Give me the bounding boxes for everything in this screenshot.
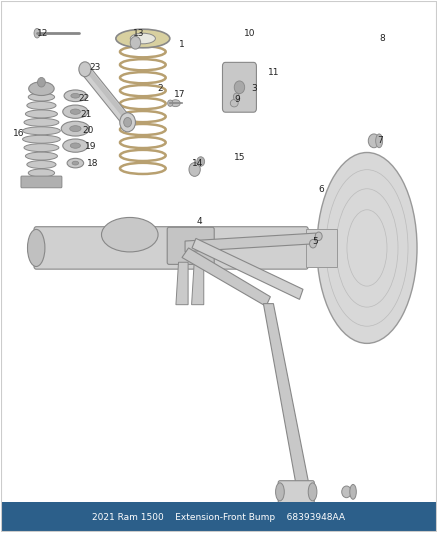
Ellipse shape <box>130 33 155 44</box>
Ellipse shape <box>28 93 55 101</box>
Ellipse shape <box>120 113 135 132</box>
FancyBboxPatch shape <box>1 503 437 531</box>
Text: 18: 18 <box>87 159 99 167</box>
Ellipse shape <box>25 110 57 118</box>
Ellipse shape <box>63 139 88 152</box>
Ellipse shape <box>130 36 141 49</box>
Ellipse shape <box>67 158 84 168</box>
Ellipse shape <box>34 28 40 38</box>
Polygon shape <box>263 304 311 492</box>
Text: 15: 15 <box>234 154 246 163</box>
Text: 19: 19 <box>85 142 96 151</box>
FancyBboxPatch shape <box>306 229 336 266</box>
FancyBboxPatch shape <box>167 227 214 264</box>
FancyBboxPatch shape <box>223 62 256 112</box>
Ellipse shape <box>64 90 87 102</box>
Ellipse shape <box>71 93 80 98</box>
Ellipse shape <box>71 109 81 114</box>
Ellipse shape <box>25 152 57 160</box>
Polygon shape <box>182 248 270 306</box>
Ellipse shape <box>317 152 417 343</box>
Ellipse shape <box>102 217 158 252</box>
Ellipse shape <box>24 118 59 126</box>
Ellipse shape <box>276 483 284 501</box>
Ellipse shape <box>27 160 56 168</box>
Text: 7: 7 <box>377 136 383 145</box>
Ellipse shape <box>342 486 351 498</box>
Text: 9: 9 <box>234 95 240 104</box>
Ellipse shape <box>189 163 200 176</box>
FancyBboxPatch shape <box>21 176 62 188</box>
Ellipse shape <box>308 483 317 501</box>
Ellipse shape <box>168 100 173 107</box>
Ellipse shape <box>30 177 53 185</box>
Ellipse shape <box>28 229 45 266</box>
Text: 21: 21 <box>81 110 92 119</box>
Ellipse shape <box>79 62 91 77</box>
Ellipse shape <box>28 169 55 177</box>
Text: 11: 11 <box>268 68 279 77</box>
Text: 8: 8 <box>379 34 385 43</box>
Ellipse shape <box>38 77 46 87</box>
Ellipse shape <box>22 127 60 135</box>
Polygon shape <box>185 233 316 252</box>
Polygon shape <box>192 238 303 300</box>
Text: 13: 13 <box>133 29 144 38</box>
Ellipse shape <box>376 134 383 148</box>
Ellipse shape <box>230 100 238 107</box>
Text: 1: 1 <box>179 41 185 50</box>
Ellipse shape <box>30 85 53 93</box>
Text: 3: 3 <box>251 84 257 93</box>
Text: 14: 14 <box>192 159 204 167</box>
Text: 10: 10 <box>244 29 255 38</box>
Ellipse shape <box>171 100 180 107</box>
Ellipse shape <box>70 126 81 132</box>
FancyBboxPatch shape <box>34 227 308 269</box>
Ellipse shape <box>368 134 380 148</box>
Ellipse shape <box>233 93 240 101</box>
Ellipse shape <box>315 232 322 240</box>
Ellipse shape <box>61 121 89 136</box>
FancyBboxPatch shape <box>278 481 314 503</box>
Text: 17: 17 <box>174 90 186 99</box>
Ellipse shape <box>71 143 81 148</box>
Text: 2021 Ram 1500    Extension-Front Bump    68393948AA: 2021 Ram 1500 Extension-Front Bump 68393… <box>92 513 346 521</box>
Ellipse shape <box>22 135 60 143</box>
Ellipse shape <box>116 29 170 48</box>
Ellipse shape <box>197 157 205 166</box>
Text: 16: 16 <box>13 130 25 139</box>
Ellipse shape <box>234 81 245 94</box>
Ellipse shape <box>72 161 79 165</box>
Polygon shape <box>176 262 188 305</box>
Ellipse shape <box>24 144 59 151</box>
Polygon shape <box>191 262 204 305</box>
Ellipse shape <box>63 105 88 118</box>
Ellipse shape <box>310 239 317 248</box>
Ellipse shape <box>124 117 131 127</box>
Ellipse shape <box>29 82 54 95</box>
Text: 4: 4 <box>197 217 202 226</box>
Text: 20: 20 <box>83 126 94 135</box>
Ellipse shape <box>27 101 56 109</box>
Ellipse shape <box>350 484 356 499</box>
Text: 2: 2 <box>157 84 163 93</box>
Text: 12: 12 <box>37 29 49 38</box>
Text: 5: 5 <box>312 237 318 246</box>
Text: 6: 6 <box>318 185 324 194</box>
Text: 22: 22 <box>78 94 90 103</box>
Text: 23: 23 <box>89 63 101 72</box>
